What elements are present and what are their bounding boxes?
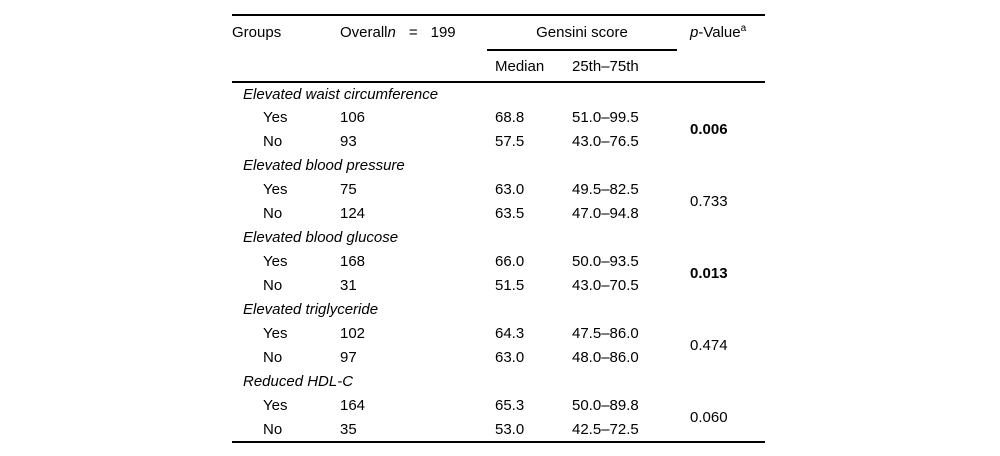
cell-median: 64.3 — [495, 325, 525, 342]
group-header-row: Reduced HDL-C — [232, 370, 765, 394]
cell-n: 97 — [340, 349, 357, 366]
overall-total-value: 199 — [430, 24, 456, 41]
groups-header-label: Groups — [232, 24, 282, 41]
table-row: Yes 106 68.8 51.0–99.5 0.006 — [232, 106, 765, 138]
cell-n: 31 — [340, 277, 357, 294]
cell-median: 66.0 — [495, 253, 525, 270]
row-label: Yes — [263, 397, 288, 414]
group-name: Elevated waist circumference — [243, 85, 439, 103]
overall-equals: = — [408, 24, 418, 41]
table-row: Yes 75 63.0 49.5–82.5 0.733 — [232, 178, 765, 210]
cell-median: 68.8 — [495, 109, 525, 126]
group-name: Elevated triglyceride — [243, 301, 379, 318]
percentiles-header-label: 25th–75th — [572, 58, 639, 75]
group-name: Reduced HDL-C — [243, 373, 354, 390]
cell-n: 75 — [340, 181, 357, 198]
table-row: Yes 168 66.0 50.0–93.5 0.013 — [232, 250, 765, 282]
cell-median: 65.3 — [495, 397, 525, 414]
cell-iqr: 47.5–86.0 — [572, 325, 639, 342]
cell-median: 57.5 — [495, 133, 525, 150]
column-header-gensini-score: Gensini score — [487, 15, 690, 51]
cell-n: 124 — [340, 205, 366, 222]
cell-p-value: 0.013 — [690, 265, 728, 282]
row-label: No — [263, 420, 283, 438]
row-label: No — [263, 349, 283, 366]
cell-iqr: 50.0–89.8 — [572, 397, 639, 414]
group-name: Elevated blood glucose — [243, 229, 399, 246]
row-label: Yes — [263, 325, 288, 342]
cell-p-value: 0.733 — [690, 193, 728, 210]
group-header-row: Elevated triglyceride — [232, 298, 765, 322]
p-symbol: p — [690, 24, 699, 41]
cell-median: 53.0 — [495, 420, 525, 438]
median-header-label: Median — [495, 58, 545, 75]
table-row: No 35 53.0 42.5–72.5 — [232, 418, 765, 442]
gensini-score-label: Gensini score — [487, 16, 677, 51]
table-header: Groups Overalln = 199 Gensini score p-Valu… — [232, 15, 765, 82]
cell-n: 102 — [340, 325, 366, 342]
cell-iqr: 47.0–94.8 — [572, 205, 639, 222]
row-label: No — [263, 277, 283, 294]
cell-median: 51.5 — [495, 277, 525, 294]
cell-iqr: 51.0–99.5 — [572, 109, 639, 126]
cell-median: 63.0 — [495, 349, 525, 366]
column-header-overall-n: Overalln = 199 — [340, 15, 495, 82]
group-header-row: Elevated blood glucose — [232, 226, 765, 250]
cell-p-value: 0.060 — [690, 408, 728, 426]
row-label: Yes — [263, 253, 288, 270]
table-row: No 124 63.5 47.0–94.8 — [232, 202, 765, 226]
column-header-groups: Groups — [232, 15, 340, 82]
table-row: Yes 164 65.3 50.0–89.8 0.060 — [232, 394, 765, 426]
p-value-footnote-marker: a — [740, 23, 747, 34]
cell-p-value: 0.474 — [690, 337, 728, 354]
column-header-p-value: p-Valuea — [690, 15, 765, 82]
cell-n: 168 — [340, 253, 366, 270]
overall-label: Overall — [340, 24, 388, 41]
gensini-score-table: Groups Overalln = 199 Gensini score p-Valu… — [232, 14, 765, 443]
cell-n: 93 — [340, 133, 357, 150]
column-header-percentiles: 25th–75th — [572, 51, 690, 82]
cell-iqr: 43.0–76.5 — [572, 133, 639, 150]
table-body: Elevated waist circumference Yes 106 68.… — [232, 82, 765, 442]
cell-iqr: 42.5–72.5 — [572, 420, 639, 438]
cell-n: 106 — [340, 109, 366, 126]
cell-iqr: 50.0–93.5 — [572, 253, 639, 270]
cell-iqr: 49.5–82.5 — [572, 181, 639, 198]
table-row: No 93 57.5 43.0–76.5 — [232, 130, 765, 154]
column-header-median: Median — [495, 51, 572, 82]
group-name: Elevated blood pressure — [243, 157, 405, 174]
row-label: Yes — [263, 181, 288, 198]
cell-iqr: 43.0–70.5 — [572, 277, 639, 294]
cell-n: 164 — [340, 397, 366, 414]
row-label: No — [263, 205, 283, 222]
group-header-row: Elevated waist circumference — [232, 82, 765, 106]
row-label: No — [263, 133, 283, 150]
cell-n: 35 — [340, 420, 357, 438]
cell-p-value: 0.006 — [690, 121, 728, 138]
p-value-label: -Value — [698, 24, 741, 41]
cell-median: 63.5 — [495, 205, 525, 222]
table-row: Yes 102 64.3 47.5–86.0 0.474 — [232, 322, 765, 354]
cell-median: 63.0 — [495, 181, 525, 198]
cell-iqr: 48.0–86.0 — [572, 349, 639, 366]
table-row: No 97 63.0 48.0–86.0 — [232, 346, 765, 370]
overall-n-symbol: n — [387, 24, 396, 41]
group-header-row: Elevated blood pressure — [232, 154, 765, 178]
table-row: No 31 51.5 43.0–70.5 — [232, 274, 765, 298]
row-label: Yes — [263, 109, 288, 126]
